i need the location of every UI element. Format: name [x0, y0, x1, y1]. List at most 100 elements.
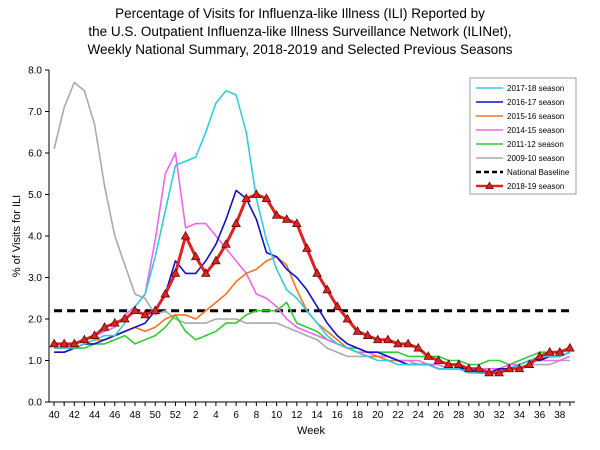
y-axis-label: % of Visits for ILI [11, 195, 23, 277]
data-point-2018-19 [211, 255, 221, 265]
series-line-2017-18-season [54, 90, 571, 374]
data-point-2018-19 [464, 363, 474, 373]
y-tick-label: 6.0 [28, 149, 42, 160]
x-tick-label: 24 [413, 410, 425, 421]
data-point-2018-19 [383, 334, 393, 344]
data-point-2018-19 [484, 367, 494, 377]
x-tick-label: 30 [473, 410, 485, 421]
data-point-2018-19 [261, 193, 272, 202]
x-axis-label: Week [297, 425, 325, 437]
series-line-2018-19-season [54, 193, 571, 375]
legend-box [469, 77, 577, 195]
series-line-2011-12-season [54, 301, 571, 366]
x-tick-label: 18 [352, 410, 364, 421]
data-point-2018-19 [514, 363, 525, 373]
y-tick-label: 0.0 [28, 398, 42, 409]
data-point-2018-19 [403, 338, 413, 348]
y-tick-label: 1.0 [28, 356, 42, 367]
data-point-2018-19 [231, 218, 241, 227]
x-tick-label: 40 [48, 410, 60, 421]
data-point-2018-19 [342, 313, 353, 323]
x-tick-label: 32 [494, 410, 506, 421]
x-tick-label: 14 [311, 410, 323, 421]
data-point-2018-19 [453, 359, 464, 368]
data-point-2018-19 [474, 363, 484, 373]
chart-title-line-3: Weekly National Summary, 2018-2019 and S… [88, 42, 513, 57]
data-point-2018-19 [190, 251, 201, 261]
x-tick-label: 38 [554, 410, 566, 421]
data-point-2018-19 [555, 346, 565, 356]
chart-title-line-2: the U.S. Outpatient Influenza-like Illne… [88, 24, 511, 39]
x-tick-label: 36 [534, 410, 546, 421]
data-point-2018-19 [494, 367, 504, 377]
data-point-2018-19 [241, 193, 251, 202]
data-point-2018-19 [433, 355, 444, 364]
x-tick-label: 12 [291, 410, 303, 421]
y-tick-label: 7.0 [28, 107, 42, 118]
x-tick-label: 28 [453, 410, 465, 421]
legend-label-2015-16-season: 2015-16 season [507, 112, 564, 121]
data-point-2018-19 [332, 301, 343, 310]
data-point-2018-19 [160, 288, 171, 298]
legend-label-2017-18-season: 2017-18 season [507, 84, 564, 93]
data-point-2018-19 [504, 363, 515, 373]
data-point-2018-19 [59, 338, 69, 348]
legend-label-2009-10-season: 2009-10 season [507, 154, 564, 163]
x-tick-label: 46 [109, 410, 121, 421]
data-point-2018-19 [524, 359, 535, 368]
x-tick-label: 2 [193, 410, 199, 421]
legend-label-2014-15-season: 2014-15 season [507, 126, 564, 135]
data-point-2018-19 [302, 243, 312, 252]
data-point-2018-19 [130, 305, 140, 315]
data-point-2018-19 [140, 309, 150, 319]
x-tick-label: 34 [514, 410, 526, 421]
x-tick-label: 4 [213, 410, 219, 421]
data-point-2018-19 [49, 338, 59, 348]
data-point-2018-19 [544, 346, 555, 356]
x-tick-label: 48 [129, 410, 141, 421]
legend-label-national-baseline: National Baseline [507, 168, 570, 177]
x-tick-label: 22 [392, 410, 404, 421]
data-point-2018-19 [201, 268, 211, 277]
x-tick-label: 16 [332, 410, 344, 421]
data-point-2018-19 [565, 342, 575, 352]
data-point-2018-19 [281, 214, 292, 223]
data-point-2018-19 [443, 359, 454, 368]
data-point-2018-19 [292, 218, 302, 227]
y-tick-label: 4.0 [28, 232, 42, 243]
data-point-2018-19 [322, 284, 332, 294]
data-point-2018-19 [271, 210, 282, 219]
chart-title-line-1: Percentage of Visits for Influenza-like … [115, 6, 485, 21]
data-point-2018-19 [413, 342, 423, 352]
x-tick-label: 44 [89, 410, 101, 421]
data-point-2018-19 [312, 268, 322, 277]
x-tick-label: 26 [433, 410, 445, 421]
data-point-2018-19 [69, 338, 80, 348]
legend-label-2011-12-season: 2011-12 season [507, 140, 564, 149]
data-point-2018-19 [393, 338, 403, 348]
data-point-2018-19 [120, 313, 130, 323]
x-tick-label: 42 [69, 410, 81, 421]
data-point-2018-19 [362, 330, 373, 339]
data-point-2018-19 [170, 268, 181, 277]
data-point-2018-19 [251, 189, 262, 198]
y-tick-label: 2.0 [28, 315, 42, 326]
data-point-2018-19 [150, 305, 160, 315]
plot-area: 0.01.02.03.04.05.06.07.08.040 42 44 46 48 50 5… [28, 66, 575, 421]
y-tick-label: 3.0 [28, 273, 42, 284]
legend: 2017-18 season 2016-17 season 2015-16 seas… [469, 77, 577, 195]
x-tick-label: 50 [150, 410, 162, 421]
data-point-2018-19 [373, 334, 383, 344]
legend-marker-2018-19 [485, 181, 494, 189]
data-point-2018-19 [180, 230, 191, 240]
data-point-2018-19 [89, 330, 100, 339]
x-tick-label: 8 [254, 410, 260, 421]
data-point-2018-19 [352, 326, 363, 335]
x-tick-label: 10 [271, 410, 283, 421]
legend-label-2018-19-season: 2018-19 season [507, 182, 564, 191]
data-point-2018-19 [99, 322, 110, 331]
y-tick-label: 8.0 [28, 66, 42, 77]
data-point-2018-19 [79, 334, 90, 344]
x-tick-label: 20 [372, 410, 384, 421]
data-point-2018-19 [221, 239, 231, 248]
